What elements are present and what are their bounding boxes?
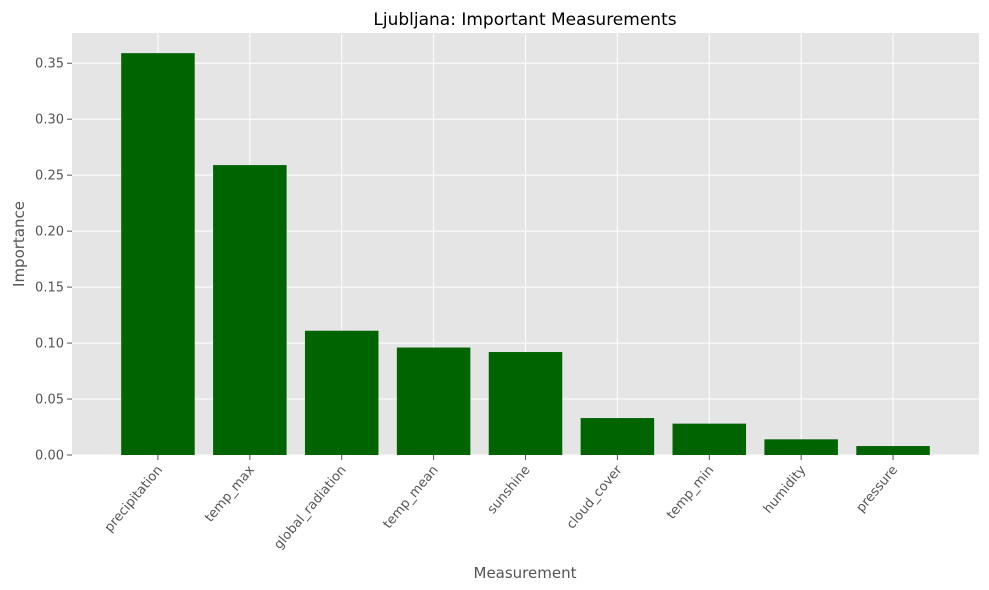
bar-temp_mean xyxy=(396,347,471,455)
y-tick-label: 0.05 xyxy=(35,393,64,408)
y-tick-label: 0.10 xyxy=(35,337,64,352)
y-tick-label: 0.20 xyxy=(35,225,64,240)
y-tick-label: 0.35 xyxy=(35,57,64,72)
bar-cloud_cover xyxy=(580,418,655,455)
y-tick-label: 0.00 xyxy=(35,449,64,464)
y-tick-label: 0.25 xyxy=(35,169,64,184)
chart-title: Ljubljana: Important Measurements xyxy=(373,10,676,30)
bars xyxy=(121,53,930,456)
bar-global_radiation xyxy=(304,330,379,455)
x-axis-label: Measurement xyxy=(474,564,577,582)
bar-precipitation xyxy=(121,53,195,456)
bar-temp_max xyxy=(213,165,287,455)
bar-pressure xyxy=(856,446,930,455)
bar-sunshine xyxy=(488,352,563,455)
y-axis: 0.00 0.05 0.10 0.15 0.20 0.25 0.30 0.35 xyxy=(35,57,72,464)
y-tick-label: 0.15 xyxy=(35,281,64,296)
bar-temp_min xyxy=(672,423,747,455)
bar-humidity xyxy=(764,439,838,455)
y-axis-label: Importance xyxy=(10,201,28,287)
y-tick-label: 0.30 xyxy=(35,113,64,128)
